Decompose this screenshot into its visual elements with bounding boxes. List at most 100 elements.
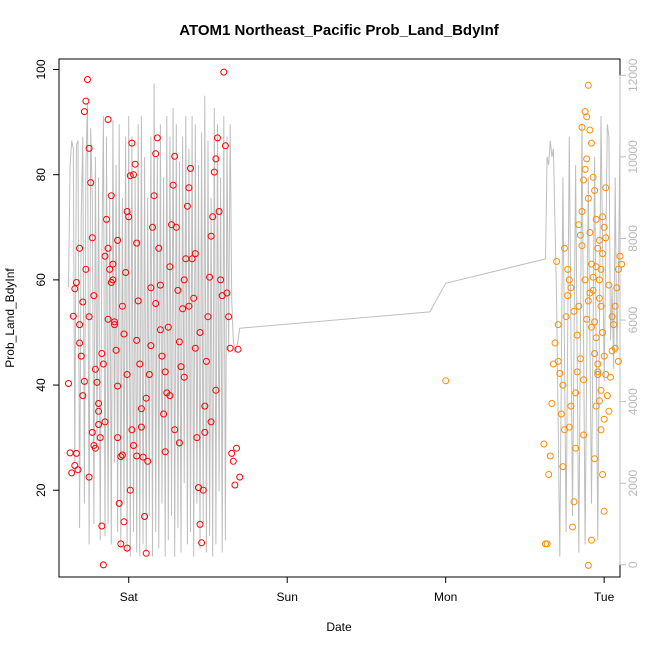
data-point — [145, 371, 153, 378]
data-point — [76, 321, 84, 329]
data-point — [223, 289, 231, 297]
data-point — [589, 173, 597, 181]
y2-tick-label: 12000 — [626, 58, 640, 92]
data-point — [133, 239, 141, 247]
data-point — [88, 428, 96, 436]
data-point — [98, 522, 106, 530]
data-point — [191, 344, 199, 352]
data-point — [193, 434, 201, 442]
data-point — [557, 410, 565, 418]
data-point — [191, 250, 199, 258]
data-point — [158, 352, 166, 360]
data-point — [117, 453, 125, 461]
data-point — [104, 244, 112, 252]
data-point — [565, 276, 573, 284]
data-point — [77, 352, 85, 360]
data-point — [142, 394, 150, 402]
data-point — [112, 346, 120, 354]
data-point — [104, 315, 112, 323]
data-point — [206, 273, 214, 281]
grey-line-series — [68, 83, 620, 557]
data-point — [583, 155, 591, 163]
data-point — [229, 457, 237, 465]
data-point — [236, 473, 244, 481]
data-point — [592, 263, 600, 271]
data-point — [111, 321, 118, 329]
data-point — [548, 400, 556, 407]
data-point — [592, 334, 600, 342]
data-point — [201, 428, 209, 436]
data-point — [578, 208, 586, 215]
data-point — [99, 561, 107, 569]
data-point — [71, 462, 79, 469]
data-point — [559, 381, 567, 389]
data-point — [80, 377, 88, 385]
x-tick-label: Sat — [120, 590, 139, 604]
data-point — [171, 152, 179, 160]
data-point — [98, 350, 106, 357]
data-point — [85, 144, 93, 152]
data-point — [164, 323, 172, 331]
y2-tick-label: 4000 — [626, 388, 640, 415]
data-point — [166, 263, 174, 271]
data-point — [152, 150, 160, 158]
data-point — [562, 313, 570, 321]
data-point — [600, 352, 608, 360]
data-point — [553, 258, 561, 265]
data-point — [84, 76, 91, 83]
data-point — [442, 377, 450, 385]
y2-tick-label: 6000 — [626, 306, 640, 333]
data-point — [133, 452, 141, 460]
y2-axis: 0 2000 4000 6000 8000 10000 12000 — [619, 58, 640, 568]
data-point — [210, 168, 218, 176]
data-point — [79, 298, 87, 306]
data-point — [107, 192, 115, 200]
data-point — [595, 276, 603, 284]
data-point — [111, 318, 118, 326]
data-point — [592, 402, 600, 410]
data-point — [95, 407, 103, 415]
data-point — [572, 389, 580, 397]
y-tick-label: 60 — [34, 273, 48, 287]
y-axis: 20 40 60 80 100 — [34, 59, 60, 497]
data-point — [600, 223, 608, 231]
data-point — [602, 184, 610, 192]
data-point — [597, 426, 605, 434]
data-point — [123, 544, 131, 552]
data-point — [69, 312, 77, 320]
data-point — [231, 481, 239, 489]
data-point — [182, 255, 190, 263]
data-point — [183, 202, 191, 210]
data-point — [156, 326, 164, 334]
data-point — [79, 392, 87, 400]
x-axis: Sat Sun Mon Tue — [120, 576, 615, 604]
data-point — [610, 321, 618, 329]
data-point — [88, 234, 96, 242]
data-point — [543, 540, 551, 548]
data-point — [99, 360, 107, 368]
data-point — [599, 471, 607, 478]
x-tick-label: Tue — [594, 590, 615, 604]
data-point — [202, 357, 210, 365]
line-series-layer — [68, 83, 620, 557]
data-point — [567, 284, 575, 292]
data-point — [115, 499, 123, 507]
data-point — [569, 523, 576, 531]
y-tick-label: 40 — [34, 378, 48, 392]
data-point — [120, 330, 128, 338]
data-point — [87, 179, 95, 187]
data-point — [196, 520, 204, 528]
data-point — [608, 313, 616, 321]
data-point — [570, 498, 578, 506]
data-point — [583, 113, 591, 121]
data-point — [599, 213, 607, 221]
data-point — [556, 370, 564, 377]
data-point — [618, 260, 626, 268]
data-point — [226, 344, 234, 352]
data-point — [137, 405, 145, 413]
data-point — [207, 418, 215, 426]
data-point — [161, 448, 169, 456]
data-point — [114, 236, 122, 244]
data-point — [101, 418, 109, 426]
data-point — [600, 507, 608, 515]
